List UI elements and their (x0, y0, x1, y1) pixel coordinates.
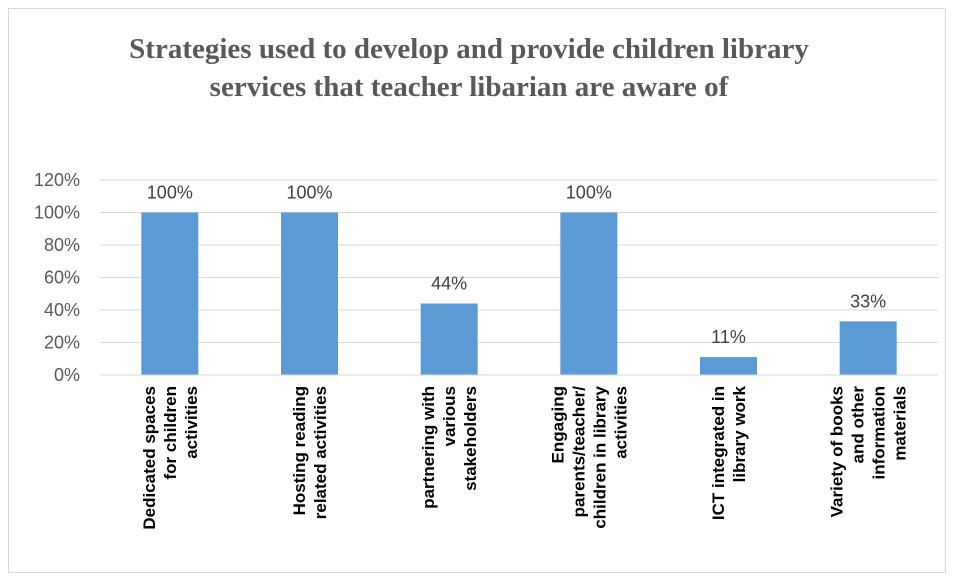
y-tick-label: 120% (34, 170, 80, 190)
category-label: stakeholders (461, 386, 480, 491)
category-label: activities (182, 386, 201, 459)
category-label: partnering with (419, 386, 438, 509)
data-label: 100% (566, 183, 612, 203)
y-tick-label: 20% (44, 333, 80, 353)
bar (839, 321, 897, 375)
category-label: Dedicated spaces (140, 386, 159, 530)
data-label: 100% (147, 183, 193, 203)
category-label: information (870, 386, 889, 480)
chart-title-line-1: Strategies used to develop and provide c… (129, 33, 809, 65)
data-label: 44% (431, 274, 467, 294)
category-label: related activities (311, 386, 330, 519)
bar (420, 303, 478, 375)
bar (141, 212, 199, 375)
data-label: 11% (711, 327, 746, 347)
category-label: for children (161, 386, 180, 480)
data-label: 100% (286, 183, 332, 203)
chart-title-line-2: services that teacher libarian are aware… (209, 71, 729, 103)
category-label: Variety of books (828, 386, 847, 517)
category-label: ICT integrated in (709, 386, 728, 520)
category-label: library work (730, 385, 749, 482)
category-label: Engaging (548, 386, 567, 463)
y-tick-label: 80% (44, 235, 80, 255)
y-tick-label: 100% (34, 203, 80, 223)
category-label: materials (891, 386, 910, 461)
bar (700, 357, 757, 375)
y-tick-label: 60% (44, 268, 80, 288)
y-tick-label: 40% (44, 300, 80, 320)
category-label: various (440, 386, 459, 446)
category-label: activities (611, 386, 630, 459)
bar (560, 212, 618, 375)
data-label: 33% (850, 291, 886, 311)
bar (281, 212, 338, 375)
chart-title: Strategies used to develop and provide c… (0, 30, 938, 106)
category-label: and other (849, 386, 868, 464)
y-tick-label: 0% (54, 365, 80, 385)
category-label: parents/teacher/ (569, 386, 588, 518)
category-label: Hosting reading (290, 386, 309, 515)
category-label: children in library (590, 385, 609, 528)
